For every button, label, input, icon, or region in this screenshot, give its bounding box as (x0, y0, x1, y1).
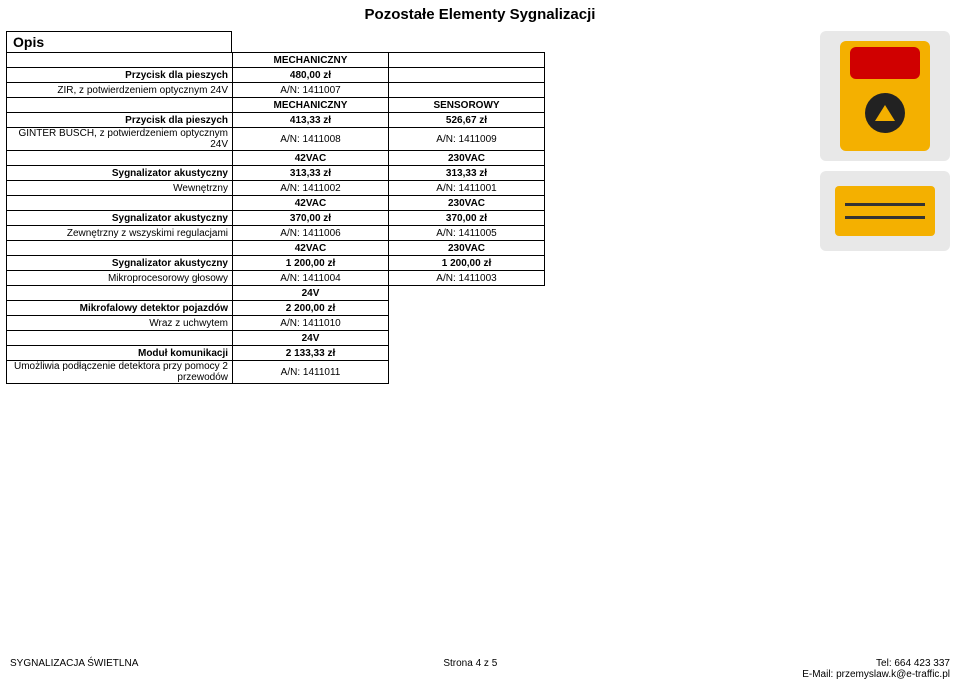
cell (7, 53, 233, 68)
sku-cell: A/N: 1411005 (389, 226, 545, 241)
cell-header: 42VAC (233, 241, 389, 256)
footer-left: SYGNALIZACJA ŚWIETLNA (10, 658, 138, 680)
cell (7, 241, 233, 256)
cell (7, 331, 233, 346)
cell-header: 24V (233, 331, 389, 346)
price-cell: 1 200,00 zł (233, 256, 389, 271)
price-cell: 370,00 zł (233, 211, 389, 226)
cell (389, 361, 545, 384)
pedestrian-button-icon (840, 41, 930, 151)
cell (389, 83, 545, 98)
cell (389, 286, 545, 301)
product-images (820, 31, 950, 251)
row-label: Mikrofalowy detektor pojazdów (7, 301, 233, 316)
row-sublabel: ZIR, z potwierdzeniem optycznym 24V (7, 83, 233, 98)
cell (389, 53, 545, 68)
table-wrap: Opis MECHANICZNY Przycisk dla pieszych 4… (6, 31, 545, 384)
cell (389, 316, 545, 331)
content-area: Opis MECHANICZNY Przycisk dla pieszych 4… (0, 31, 960, 384)
row-sublabel: Wewnętrzny (7, 181, 233, 196)
row-label: Moduł komunikacji (7, 346, 233, 361)
product-image-2 (820, 171, 950, 251)
cell (389, 331, 545, 346)
opis-header: Opis (6, 31, 232, 53)
price-cell: 413,33 zł (233, 113, 389, 128)
page-footer: SYGNALIZACJA ŚWIETLNA Strona 4 z 5 Tel: … (0, 658, 960, 680)
sku-cell: A/N: 1411003 (389, 271, 545, 286)
price-cell: 526,67 zł (389, 113, 545, 128)
row-sublabel: Wraz z uchwytem (7, 316, 233, 331)
price-cell: 2 133,33 zł (233, 346, 389, 361)
cell-header: SENSOROWY (389, 98, 545, 113)
sku-cell: A/N: 1411001 (389, 181, 545, 196)
footer-right: Tel: 664 423 337 E-Mail: przemyslaw.k@e-… (802, 658, 950, 680)
price-cell: 313,33 zł (389, 166, 545, 181)
cell (7, 286, 233, 301)
cell-header: 42VAC (233, 196, 389, 211)
price-cell: 313,33 zł (233, 166, 389, 181)
row-sublabel: Umożliwia podłączenie detektora przy pom… (7, 361, 233, 384)
footer-tel: Tel: 664 423 337 (802, 658, 950, 669)
cell-header: MECHANICZNY (233, 98, 389, 113)
row-label: Sygnalizator akustyczny (7, 211, 233, 226)
sku-cell: A/N: 1411002 (233, 181, 389, 196)
acoustic-signal-icon (835, 186, 935, 236)
sku-cell: A/N: 1411006 (233, 226, 389, 241)
product-image-1 (820, 31, 950, 161)
cell (389, 68, 545, 83)
cell-header: 230VAC (389, 241, 545, 256)
sku-cell: A/N: 1411009 (389, 128, 545, 151)
price-cell: 2 200,00 zł (233, 301, 389, 316)
cell (389, 346, 545, 361)
price-cell: 1 200,00 zł (389, 256, 545, 271)
sku-cell: A/N: 1411011 (233, 361, 389, 384)
sku-cell: A/N: 1411007 (233, 83, 389, 98)
row-sublabel: GINTER BUSCH, z potwierdzeniem optycznym… (7, 128, 233, 151)
row-sublabel: Mikroprocesorowy głosowy (7, 271, 233, 286)
row-label: Przycisk dla pieszych (7, 113, 233, 128)
row-label: Przycisk dla pieszych (7, 68, 233, 83)
sku-cell: A/N: 1411008 (233, 128, 389, 151)
footer-email: E-Mail: przemyslaw.k@e-traffic.pl (802, 669, 950, 680)
page-title: Pozostałe Elementy Sygnalizacji (0, 0, 960, 31)
cell (7, 98, 233, 113)
cell-header: 24V (233, 286, 389, 301)
sku-cell: A/N: 1411010 (233, 316, 389, 331)
row-sublabel: Zewnętrzny z wszyskimi regulacjami (7, 226, 233, 241)
sku-cell: A/N: 1411004 (233, 271, 389, 286)
cell-header: 42VAC (233, 151, 389, 166)
row-label: Sygnalizator akustyczny (7, 256, 233, 271)
cell-header: 230VAC (389, 151, 545, 166)
cell-header: MECHANICZNY (233, 53, 389, 68)
cell (7, 196, 233, 211)
price-cell: 370,00 zł (389, 211, 545, 226)
price-table: MECHANICZNY Przycisk dla pieszych 480,00… (6, 52, 545, 384)
cell-header: 230VAC (389, 196, 545, 211)
footer-center: Strona 4 z 5 (443, 658, 497, 680)
cell (7, 151, 233, 166)
row-label: Sygnalizator akustyczny (7, 166, 233, 181)
price-cell: 480,00 zł (233, 68, 389, 83)
cell (389, 301, 545, 316)
